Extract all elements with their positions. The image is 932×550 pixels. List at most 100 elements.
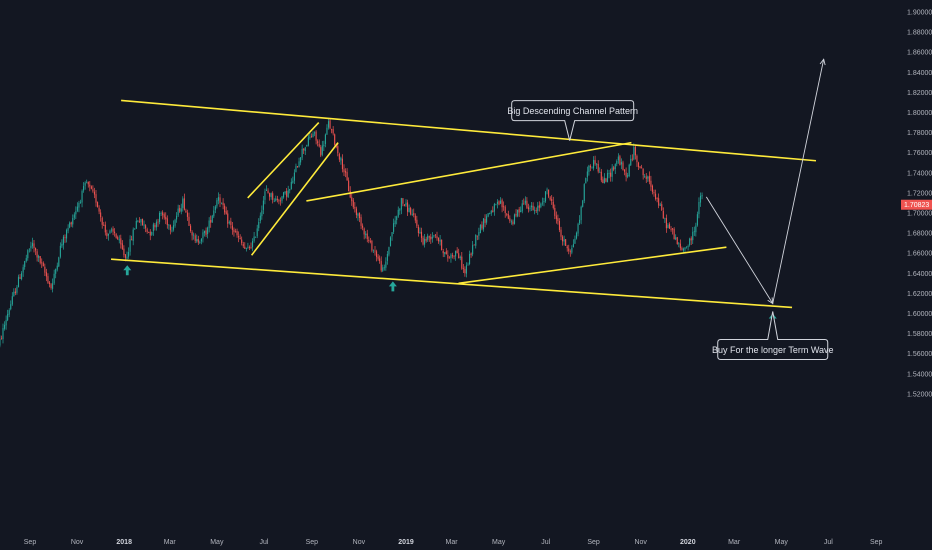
- candle-down: [558, 218, 561, 233]
- candle-down: [636, 154, 638, 167]
- candle-body: [340, 157, 342, 161]
- candle-down: [112, 226, 114, 236]
- candle-body: [92, 189, 94, 192]
- candle-down: [191, 230, 193, 241]
- candle-down: [351, 193, 353, 206]
- candle-body: [213, 210, 215, 217]
- candle-down: [131, 235, 133, 241]
- time-tick-label: Mar: [728, 539, 741, 546]
- candle-down: [637, 161, 640, 171]
- candle-down: [658, 193, 660, 209]
- candle-body: [162, 212, 164, 216]
- candle-body: [389, 237, 392, 247]
- candle-up: [253, 232, 255, 243]
- candle-up: [287, 185, 289, 198]
- candle-up: [129, 235, 131, 256]
- candle-up: [396, 215, 398, 225]
- candle-down: [661, 201, 663, 211]
- candle-down: [441, 239, 443, 251]
- time-tick-label: Nov: [71, 539, 84, 546]
- candle-body: [190, 225, 192, 232]
- price-axis[interactable]: 1.90000 1.88000 1.86000 1.84000 1.82000 1.800…: [898, 0, 932, 550]
- candle-up: [571, 245, 573, 255]
- candle-up: [208, 217, 210, 233]
- candle-down: [512, 219, 514, 226]
- callout-buy-wave[interactable]: Buy For the longer Term Wave: [712, 311, 834, 360]
- candle-up: [73, 212, 75, 220]
- callout-channel-pattern[interactable]: Big Descending Channel Pattern: [507, 100, 638, 141]
- price-tick-label: 1.56000: [907, 351, 932, 358]
- candle-body: [270, 193, 272, 198]
- candle-down: [417, 224, 419, 237]
- price-tick-label: 1.90000: [907, 10, 932, 17]
- candle-up: [306, 144, 308, 147]
- time-axis[interactable]: Sep Nov 2018 Mar May Jul Sep Nov 2019 Mar May Jul Se…: [0, 530, 932, 550]
- candle-body: [30, 245, 32, 249]
- candle-body: [256, 228, 258, 237]
- candle-body: [304, 147, 306, 151]
- candle-body: [636, 155, 638, 163]
- time-axis-background: [0, 530, 932, 550]
- candle-body: [307, 137, 309, 146]
- candle-up: [439, 234, 441, 246]
- candle-body: [658, 198, 660, 206]
- trend-line[interactable]: [458, 246, 727, 285]
- candle-up: [659, 202, 661, 207]
- candle-up: [620, 158, 623, 170]
- candle-body: [376, 251, 378, 258]
- candle-body: [637, 162, 640, 167]
- candle-body: [346, 172, 348, 181]
- candle-body: [28, 248, 30, 250]
- trend-line[interactable]: [121, 99, 817, 162]
- candle-body: [11, 296, 13, 305]
- candle-up: [489, 212, 491, 215]
- price-tick-label: 1.82000: [907, 90, 932, 97]
- candle-down: [625, 167, 627, 182]
- candle-up: [465, 262, 468, 278]
- candle-body: [4, 324, 6, 329]
- candle-body: [467, 264, 469, 266]
- candle-body: [106, 232, 108, 237]
- candle-body: [605, 178, 607, 182]
- candle-down: [64, 234, 66, 243]
- candle-up: [217, 192, 220, 205]
- price-tick-label: 1.88000: [907, 30, 932, 37]
- candle-body: [59, 245, 61, 257]
- trend-line[interactable]: [250, 142, 339, 256]
- candle-down: [662, 207, 664, 219]
- candle-up: [61, 239, 63, 249]
- price-tick-label: 1.78000: [907, 130, 932, 137]
- candle-body: [72, 217, 74, 225]
- price-axis-background: [898, 0, 932, 550]
- candle-up: [579, 215, 581, 226]
- candle-down: [337, 142, 339, 157]
- candle-body: [380, 261, 382, 271]
- candle-up: [62, 234, 65, 250]
- trend-line[interactable]: [247, 122, 320, 199]
- trend-line[interactable]: [111, 258, 793, 309]
- candle-up: [577, 222, 579, 237]
- candle-body: [524, 200, 526, 204]
- candle-body: [103, 224, 105, 226]
- candle-body: [47, 276, 49, 283]
- candle-body: [544, 191, 547, 202]
- candle-up: [664, 217, 666, 223]
- candle-body: [379, 258, 381, 261]
- candle-body: [569, 251, 571, 253]
- candle-body: [549, 197, 551, 200]
- candle-up: [182, 196, 184, 212]
- candle-up: [152, 222, 154, 236]
- candle-up: [245, 247, 247, 252]
- candle-body: [253, 236, 255, 241]
- candle-up: [58, 256, 60, 268]
- candle-body: [385, 261, 387, 268]
- candle-body: [459, 256, 461, 259]
- trend-line[interactable]: [306, 141, 632, 202]
- candle-body: [199, 242, 201, 243]
- candle-down: [343, 164, 345, 177]
- candle-down: [655, 189, 657, 201]
- candle-body: [363, 228, 365, 235]
- candle-body: [572, 244, 574, 248]
- candle-up: [53, 269, 55, 285]
